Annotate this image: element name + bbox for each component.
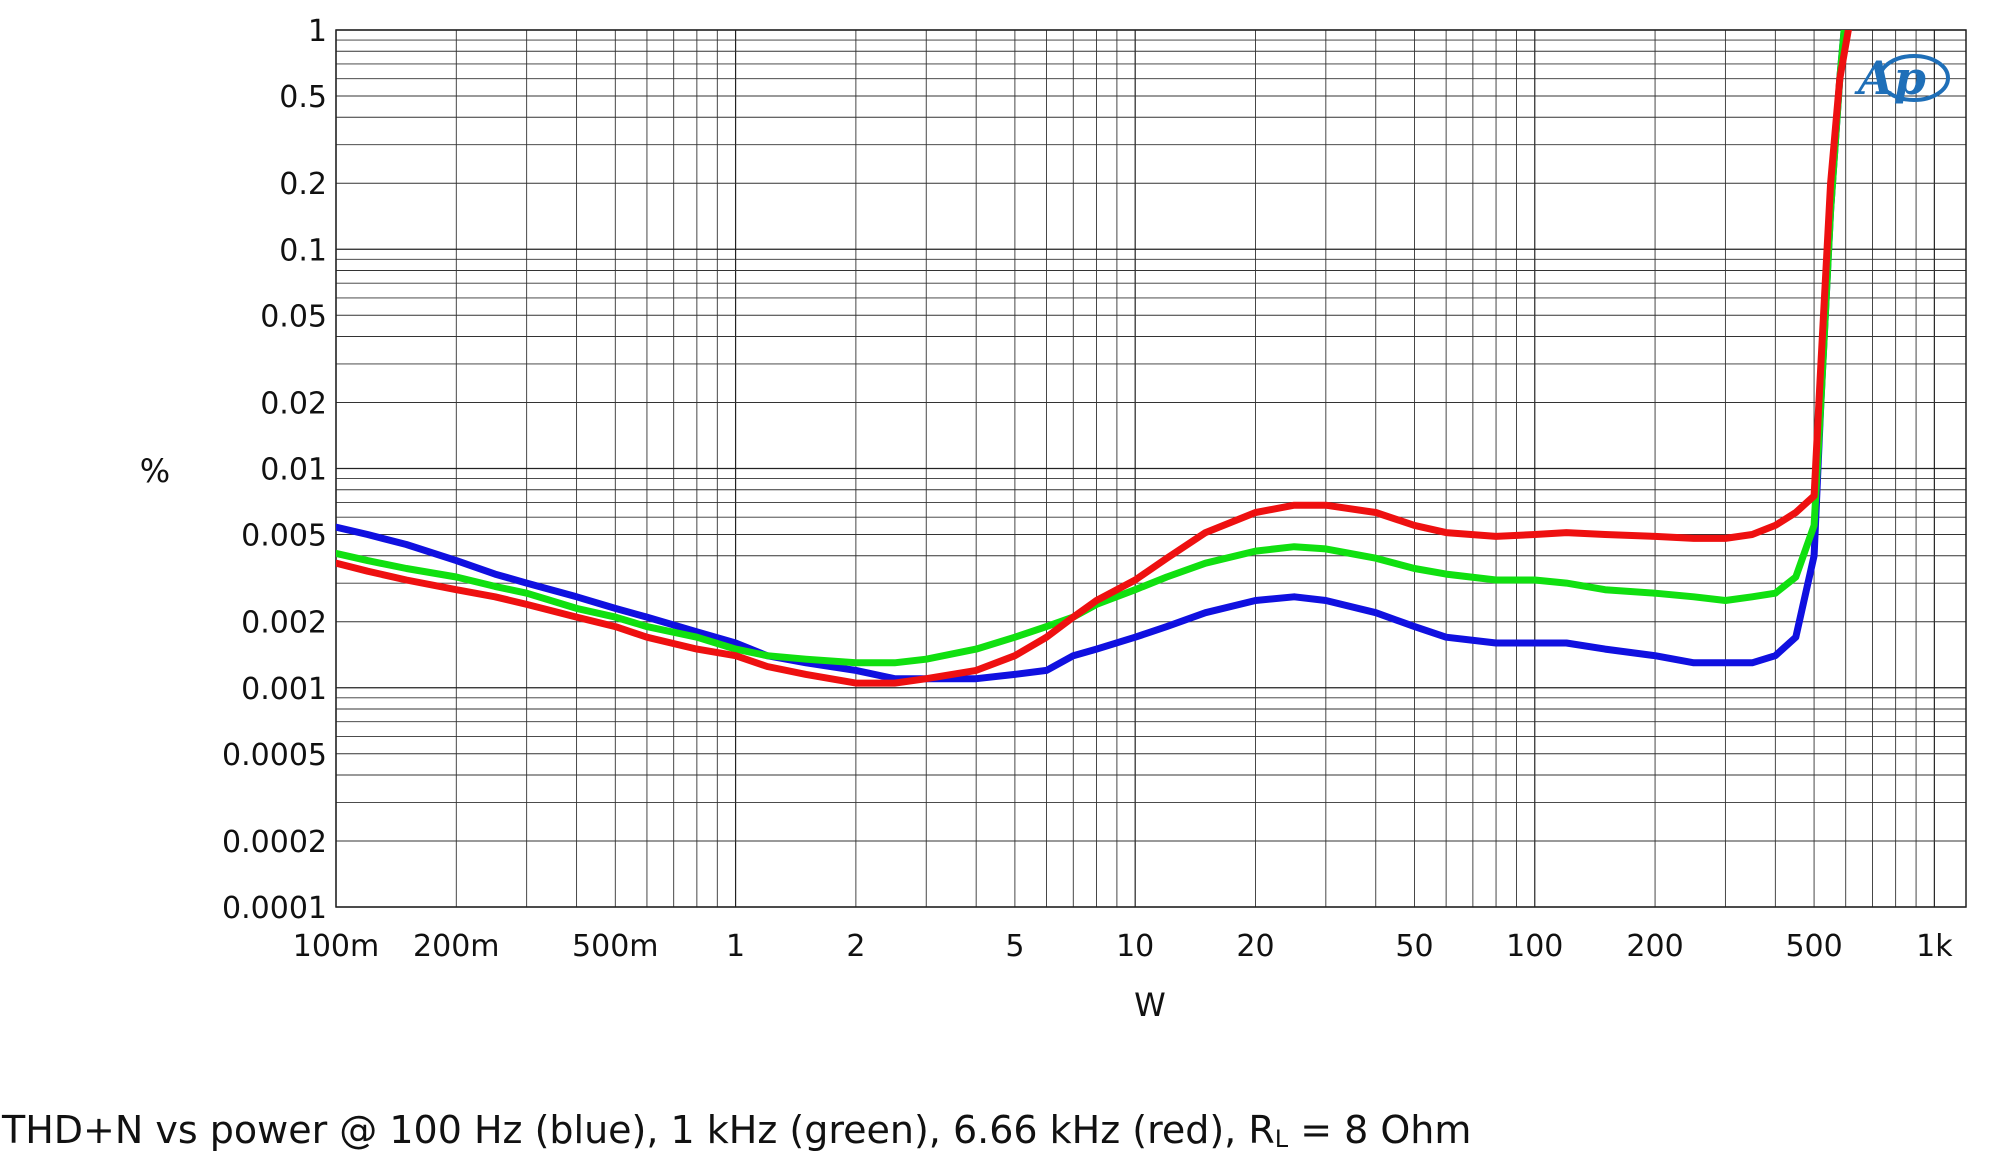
x-tick-label: 1 xyxy=(726,929,745,964)
caption-main: THD+N vs power @ 100 Hz (blue), 1 kHz (g… xyxy=(2,1108,1275,1152)
y-tick-label: 0.02 xyxy=(260,386,327,421)
y-axis-title: % xyxy=(140,452,170,490)
y-tick-label: 0.1 xyxy=(279,233,327,268)
y-tick-label: 0.05 xyxy=(260,299,327,334)
y-tick-label: 0.2 xyxy=(279,167,327,202)
y-tick-label: 0.0005 xyxy=(222,738,327,773)
series-line-0 xyxy=(336,30,1848,683)
plot-frame xyxy=(335,29,1967,908)
y-tick-label: 0.01 xyxy=(260,453,327,488)
x-tick-label: 2 xyxy=(846,929,865,964)
x-tick-label: 20 xyxy=(1236,929,1274,964)
x-tick-label: 10 xyxy=(1116,929,1154,964)
y-tick-label: 0.5 xyxy=(279,80,327,115)
y-tick-label: 0.0001 xyxy=(222,891,327,926)
caption-subscript: L xyxy=(1274,1125,1289,1153)
y-tick-labels: 1 0.5 0.2 0.1 0.05 0.02 0.01 0.005 0.002 0.001 0.0… xyxy=(222,14,327,926)
x-tick-label: 200m xyxy=(413,929,499,964)
chart-caption: THD+N vs power @ 100 Hz (blue), 1 kHz (g… xyxy=(2,1108,1471,1153)
x-tick-label: 1k xyxy=(1916,929,1953,964)
chart-grid xyxy=(335,29,1966,908)
x-tick-label: 100m xyxy=(293,929,379,964)
caption-tail: = 8 Ohm xyxy=(1288,1108,1472,1152)
series-lines xyxy=(336,30,1852,687)
x-tick-label: 500 xyxy=(1785,929,1842,964)
series-line-1 xyxy=(336,30,1848,667)
y-tick-label: 0.001 xyxy=(241,672,327,707)
thd-vs-power-chart: 100m 200m 500m 1 2 5 10 20 50 100 200 500 1k 1 0.5 0.2… xyxy=(140,14,1967,1024)
y-tick-label: 1 xyxy=(308,14,327,49)
y-tick-label: 0.005 xyxy=(241,519,327,554)
x-tick-labels: 100m 200m 500m 1 2 5 10 20 50 100 200 500 1k xyxy=(293,929,1953,964)
ap-logo: Ap xyxy=(1854,51,1950,105)
series-line-2 xyxy=(336,30,1852,687)
x-tick-label: 5 xyxy=(1005,929,1024,964)
x-tick-label: 100 xyxy=(1506,929,1563,964)
x-tick-label: 200 xyxy=(1626,929,1683,964)
x-axis-title: W xyxy=(1134,986,1166,1024)
y-tick-label: 0.0002 xyxy=(222,825,327,860)
x-tick-label: 50 xyxy=(1395,929,1433,964)
svg-text:Ap: Ap xyxy=(1854,51,1926,105)
y-tick-label: 0.002 xyxy=(241,606,327,641)
x-tick-label: 500m xyxy=(572,929,658,964)
